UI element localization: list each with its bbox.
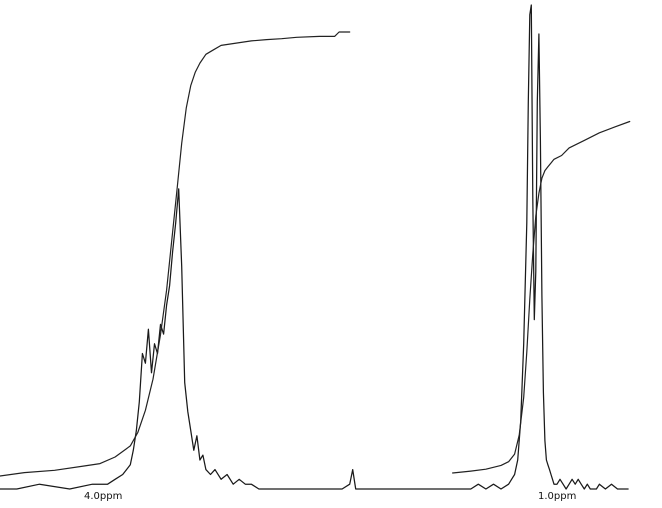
ppm-marker-label: 4.0ppm	[84, 491, 122, 502]
integral-curve-1	[0, 31, 351, 477]
spectrum-trace	[0, 4, 629, 490]
trace-layer	[0, 4, 631, 490]
integral-curve-2	[452, 120, 631, 474]
ppm-marker-label: 1.0ppm	[538, 491, 576, 502]
label-layer: 4.0ppm 1.0ppm	[84, 491, 576, 502]
